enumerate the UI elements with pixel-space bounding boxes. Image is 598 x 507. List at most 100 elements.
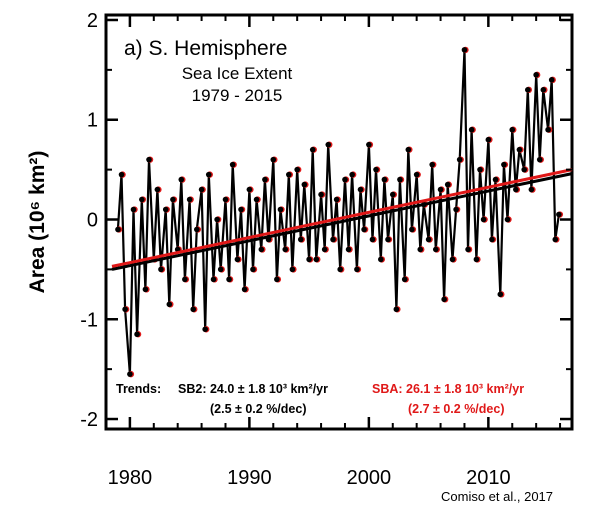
- sb2-point: [349, 171, 355, 178]
- sb2-point: [453, 206, 459, 213]
- citation: Comiso et al., 2017: [441, 489, 553, 504]
- sb2-trend-line: [111, 172, 573, 271]
- sb2-point: [480, 216, 487, 223]
- series-layer: [115, 46, 564, 378]
- sb2-point: [533, 72, 539, 78]
- sb2-point: [182, 276, 188, 283]
- sb2-point: [170, 196, 176, 203]
- sb2-point: [289, 266, 296, 273]
- trend-layer: [111, 168, 573, 271]
- sb2-point: [313, 256, 320, 263]
- sb2-point: [497, 291, 504, 298]
- x-tick-label: 1990: [227, 467, 272, 489]
- sb2-point: [389, 191, 396, 198]
- sba-trend-pct: (2.7 ± 0.2 %/dec): [408, 402, 504, 416]
- sb2-point: [485, 136, 492, 143]
- sb2-point: [301, 181, 308, 188]
- sb2-point: [162, 206, 169, 213]
- trends-heading: Trends:: [116, 382, 161, 396]
- sba-trend-label: SBA: 26.1 ± 1.8 10³ km²/yr: [372, 382, 524, 396]
- sb2-point: [142, 286, 149, 293]
- sb2-point: [229, 161, 236, 168]
- sb2-point: [127, 371, 133, 377]
- sb2-point: [321, 246, 328, 253]
- sb2-point: [286, 171, 292, 178]
- sb2-point: [297, 236, 304, 243]
- sb2-point: [417, 246, 424, 253]
- x-tick-label: 2000: [347, 467, 392, 489]
- sb2-point: [513, 186, 519, 193]
- sb2-point: [318, 191, 324, 198]
- sb2-point: [186, 196, 193, 203]
- sb2-point: [130, 206, 137, 213]
- sb2-trend-label: SB2: 24.0 ± 1.8 10³ km²/yr: [178, 382, 328, 396]
- sb2-point: [306, 256, 312, 263]
- y-axis-label: Area (10⁶ km²): [26, 151, 49, 294]
- x-tick-label: 1980: [108, 467, 153, 489]
- sb2-point: [492, 176, 499, 183]
- sb2-point: [425, 236, 432, 243]
- sb2-point: [489, 236, 495, 243]
- y-tick-label: -2: [80, 409, 98, 431]
- sb2-point: [330, 236, 336, 243]
- sb2-point: [528, 186, 535, 193]
- plot-frame: [104, 13, 574, 431]
- sb2-point: [552, 236, 559, 243]
- sb2-point: [217, 266, 224, 273]
- chart-title-line2: 1979 - 2015: [192, 86, 283, 105]
- sb2-point: [214, 216, 220, 223]
- sb2-point: [178, 176, 185, 183]
- sb2-point: [456, 156, 463, 163]
- sb2-point: [449, 256, 456, 263]
- chart-title-line1: Sea Ice Extent: [182, 64, 293, 83]
- sb2-point: [536, 156, 543, 163]
- sb2-trend-pct: (2.5 ± 0.2 %/dec): [210, 402, 306, 416]
- sb2-point: [205, 171, 212, 178]
- sb2-point: [545, 126, 551, 133]
- sb2-point: [282, 246, 289, 253]
- sb2-point: [270, 156, 277, 163]
- sb2-point: [548, 77, 555, 83]
- sb2-point: [468, 126, 475, 133]
- sb2-point: [504, 216, 511, 223]
- sb2-point: [354, 266, 360, 273]
- sb2-point: [115, 226, 121, 233]
- sb2-point: [262, 176, 268, 183]
- sb2-point: [397, 176, 403, 183]
- sb2-point: [122, 306, 128, 313]
- sb2-point: [477, 166, 483, 173]
- y-tick-label: 1: [87, 110, 98, 132]
- sb2-point: [241, 286, 248, 293]
- sb2-point: [409, 226, 415, 233]
- sb2-point: [509, 126, 516, 133]
- sb2-point: [357, 186, 364, 193]
- sb2-point: [146, 156, 152, 163]
- sb2-point: [441, 296, 447, 303]
- sb2-point: [134, 331, 140, 338]
- y-tick-label: 0: [87, 210, 98, 232]
- sb2-point: [166, 301, 173, 308]
- sb2-point: [366, 141, 372, 148]
- sb2-point: [432, 246, 439, 253]
- sb2-point: [194, 226, 200, 233]
- sb2-point: [246, 186, 253, 193]
- sb2-point: [337, 266, 343, 273]
- sb2-point: [325, 141, 332, 148]
- sb2-point: [118, 171, 125, 178]
- sb2-point: [501, 161, 507, 168]
- sb2-point: [521, 166, 528, 173]
- sb2-point: [294, 166, 300, 173]
- sb2-point: [274, 276, 280, 283]
- sb2-point: [429, 161, 436, 168]
- sb2-point: [385, 236, 391, 243]
- sb2-point: [461, 47, 468, 53]
- sb2-point: [413, 171, 420, 178]
- sb2-point: [556, 211, 562, 218]
- sb2-point: [369, 236, 376, 243]
- sb2-point: [473, 256, 480, 263]
- sb2-point: [158, 266, 164, 273]
- sb2-point: [437, 186, 444, 193]
- y-tick-label: 2: [87, 10, 98, 32]
- sb2-point: [250, 266, 256, 273]
- sb2-point: [277, 206, 284, 213]
